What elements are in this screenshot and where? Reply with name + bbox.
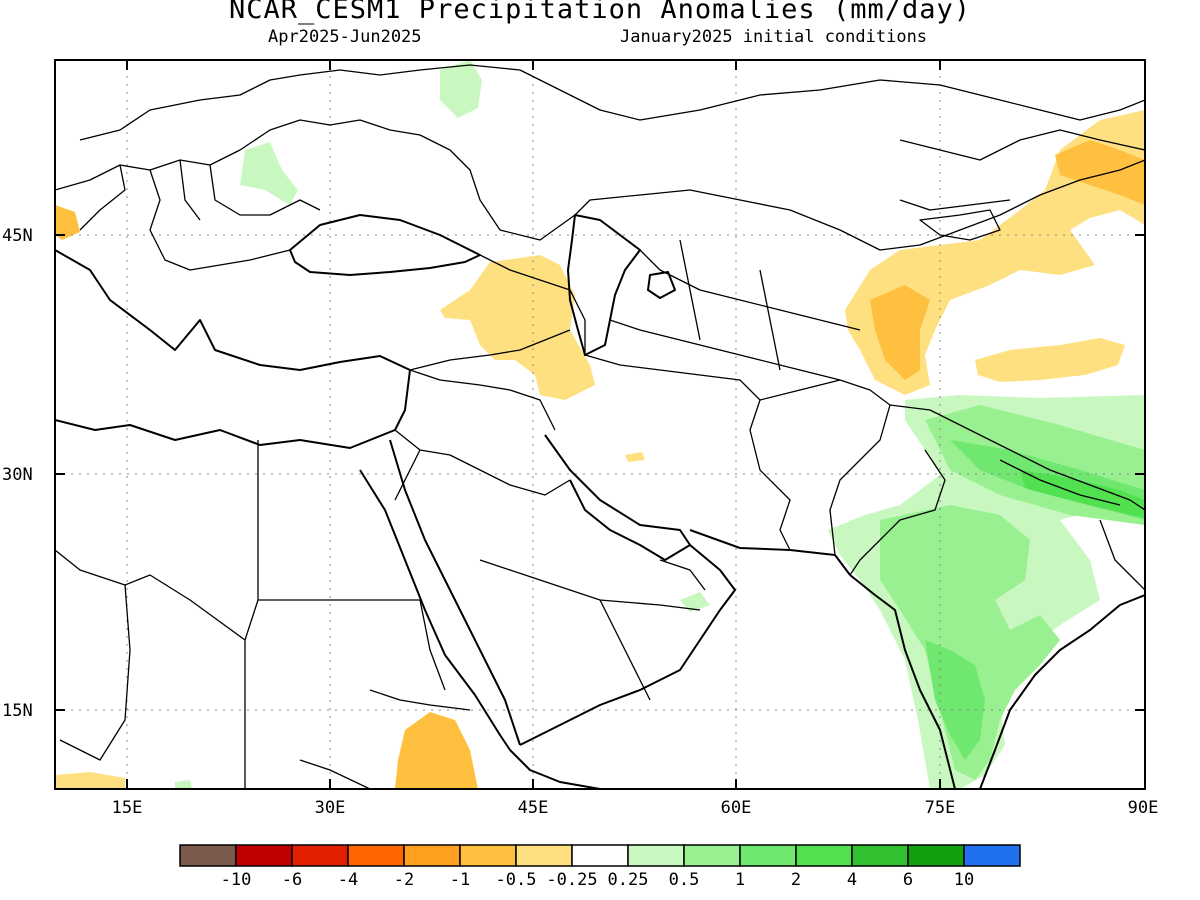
colorbar-swatch	[627, 844, 685, 867]
dry-anomaly-west	[55, 205, 80, 240]
colorbar-swatch	[459, 844, 517, 867]
map-frame	[54, 59, 1146, 790]
colorbar-swatch	[851, 844, 909, 867]
colorbar-label: 2	[791, 870, 801, 890]
colorbar-swatch	[291, 844, 349, 867]
colorbar-label: -0.25	[546, 870, 597, 890]
colorbar-label: 0.25	[608, 870, 649, 890]
forecast-period: Apr2025-Jun2025	[268, 27, 422, 47]
wet-anomaly-arabia	[680, 592, 710, 612]
colorbar-swatch	[739, 844, 797, 867]
wet-anomaly-nepal	[1020, 470, 1145, 518]
wet-anomaly-north	[440, 60, 482, 118]
dry-anomaly-mongolia	[1055, 140, 1145, 205]
coastlines	[55, 214, 1145, 789]
colorbar-label: -1	[450, 870, 470, 890]
colorbar-swatch	[179, 844, 237, 867]
lat-label-15n: 15N	[2, 701, 33, 721]
anomaly-shading	[55, 60, 1145, 789]
dry-anomaly-sahel	[55, 772, 125, 789]
colorbar-label: 4	[847, 870, 857, 890]
lon-label-30e: 30E	[315, 798, 346, 818]
map-title: NCAR_CESM1 Precipitation Anomalies (mm/d…	[229, 0, 971, 25]
colorbar-label: 1	[735, 870, 745, 890]
colorbar-label: -6	[282, 870, 302, 890]
lon-label-90e: 90E	[1128, 798, 1159, 818]
colorbar-swatch	[571, 844, 629, 867]
lon-label-15e: 15E	[112, 798, 143, 818]
dry-anomaly-small	[625, 452, 645, 462]
colorbar-label: 10	[954, 870, 974, 890]
colorbar-swatch	[907, 844, 965, 867]
wet-anomaly-africa	[175, 780, 192, 789]
colorbar-swatch	[403, 844, 461, 867]
colorbar-swatch	[963, 844, 1021, 867]
dry-anomaly-pamir	[870, 285, 930, 380]
colorbar-label: -4	[338, 870, 358, 890]
colorbar-label: 0.5	[669, 870, 700, 890]
lat-label-30n: 30N	[2, 465, 33, 485]
colorbar-label: -0.5	[496, 870, 537, 890]
initial-conditions: January2025 initial conditions	[620, 27, 928, 47]
lat-label-45n: 45N	[2, 226, 33, 246]
colorbar-swatch	[683, 844, 741, 867]
lon-label-45e: 45E	[518, 798, 549, 818]
colorbar-swatch	[347, 844, 405, 867]
colorbar-label: -10	[221, 870, 252, 890]
lon-label-60e: 60E	[721, 798, 752, 818]
colorbar-swatch	[235, 844, 293, 867]
colorbar-label: -2	[394, 870, 414, 890]
tick-marks	[55, 60, 1145, 789]
wet-anomaly-ukraine	[240, 142, 298, 205]
wet-anomaly-india	[880, 505, 1060, 780]
dry-anomaly-ethiopia	[395, 712, 478, 789]
graticule	[55, 60, 1145, 789]
colorbar: -10 -6 -4 -2 -1 -0.5 -0.25 0.25 0.5 1 2 4 6 10	[179, 844, 1021, 890]
country-borders	[55, 64, 1145, 789]
dry-anomaly-caucasus-iraq	[440, 255, 595, 400]
colorbar-label: 6	[903, 870, 913, 890]
dry-anomaly-tibet	[975, 338, 1125, 382]
colorbar-swatch	[515, 844, 573, 867]
colorbar-swatch	[795, 844, 853, 867]
lon-label-75e: 75E	[925, 798, 956, 818]
